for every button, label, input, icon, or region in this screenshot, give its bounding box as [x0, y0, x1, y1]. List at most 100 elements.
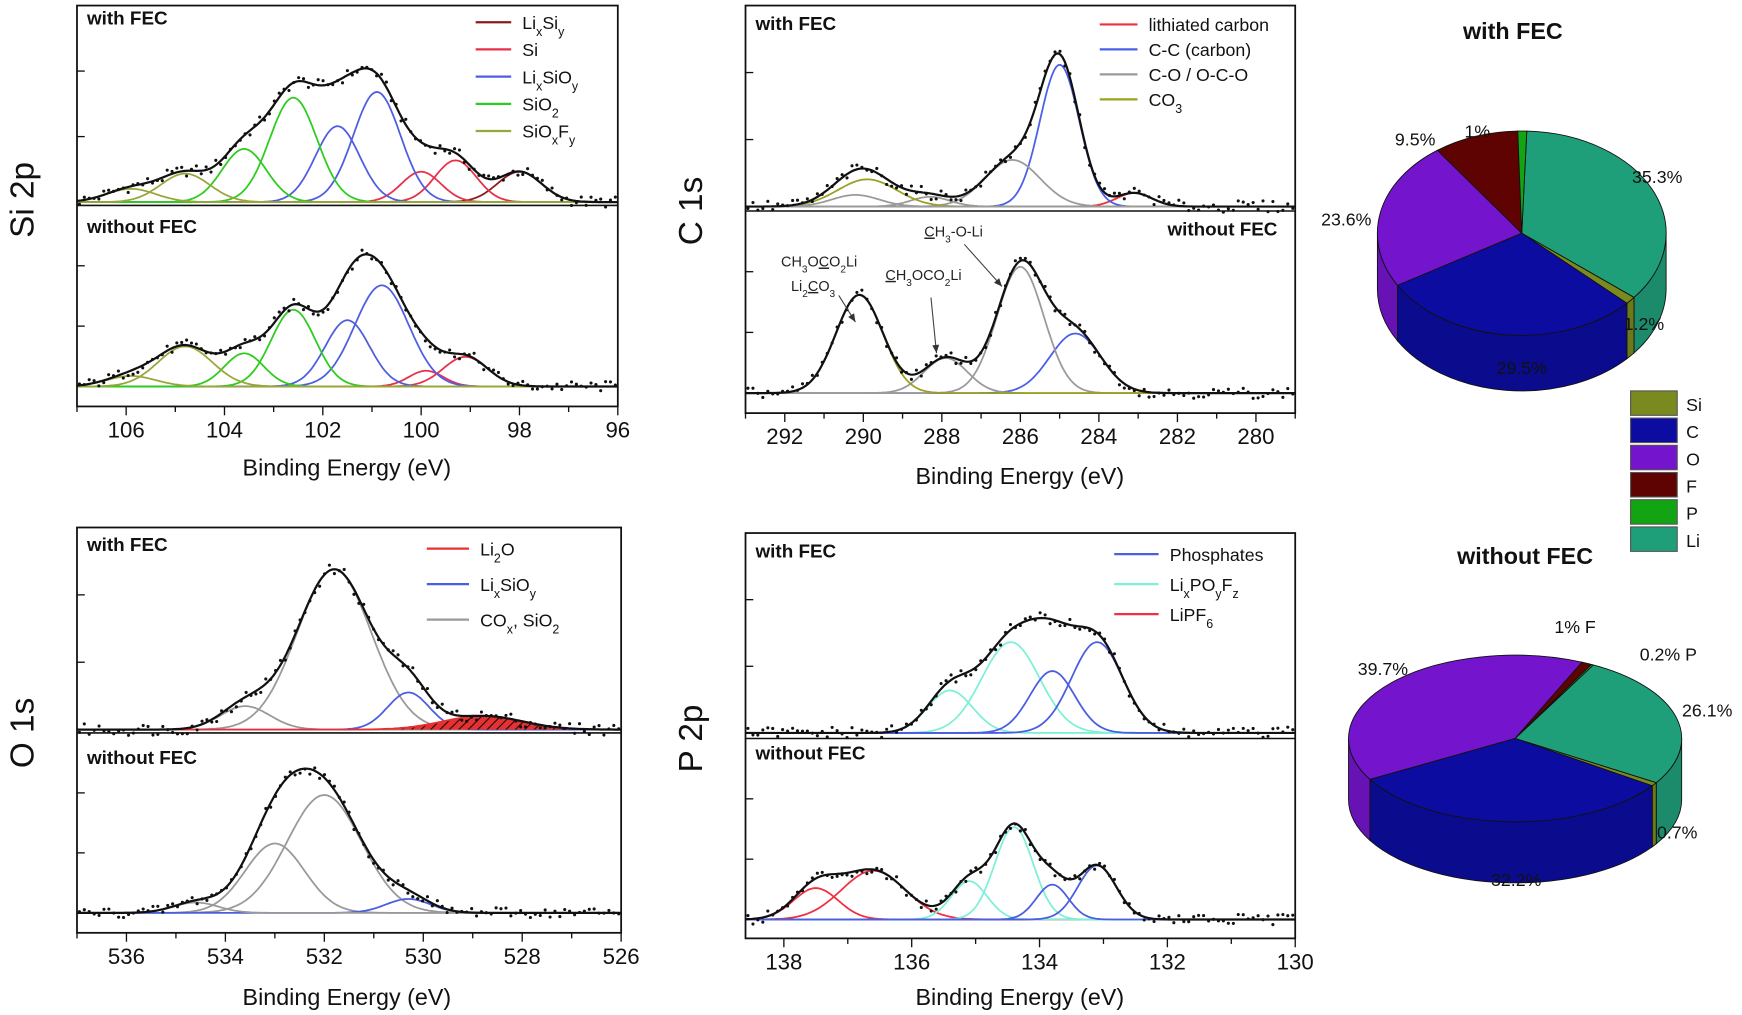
- data-point: [151, 904, 155, 908]
- data-point: [1122, 386, 1126, 390]
- data-point: [428, 345, 432, 349]
- data-point: [126, 374, 130, 378]
- data-point: [92, 196, 96, 200]
- data-point: [791, 198, 795, 203]
- data-point: [1182, 394, 1186, 398]
- spectrum-panel-c1s: with FEC without FEC 292 290 288 286 284 282 280…: [673, 4, 1297, 489]
- data-point: [1167, 730, 1171, 734]
- data-point: [949, 673, 953, 677]
- data-point: [355, 70, 359, 74]
- data-point: [1187, 391, 1191, 395]
- data-point: [259, 823, 263, 827]
- data-point: [504, 713, 508, 717]
- data-point: [929, 361, 933, 365]
- component-peak-curve: [745, 159, 1296, 208]
- subplot-label: without FEC: [86, 216, 197, 237]
- data-point: [455, 709, 459, 713]
- data-point: [885, 182, 889, 187]
- data-point: [1172, 203, 1176, 207]
- data-point: [1236, 390, 1240, 394]
- data-point: [825, 735, 829, 739]
- data-point: [894, 356, 899, 360]
- x-tick-label: 530: [405, 944, 442, 969]
- data-point: [1142, 193, 1146, 197]
- data-point: [984, 170, 988, 174]
- data-point: [107, 373, 111, 377]
- data-point: [521, 379, 525, 384]
- data-point: [959, 361, 963, 365]
- data-point: [1226, 207, 1230, 211]
- data-point: [416, 679, 420, 683]
- legend-entry: COx, SiO2: [480, 610, 559, 636]
- data-point: [435, 899, 439, 903]
- data-point: [253, 123, 257, 127]
- data-point: [360, 248, 364, 252]
- data-point: [1147, 395, 1151, 399]
- legend: Li2O LixSiOy COx, SiO2: [426, 539, 559, 636]
- data-point: [1177, 914, 1181, 918]
- data-point: [934, 694, 938, 698]
- data-point: [894, 875, 899, 879]
- data-point: [548, 725, 552, 729]
- legend-swatch-f: [1630, 471, 1678, 498]
- data-point: [273, 794, 278, 798]
- data-point: [1083, 146, 1087, 150]
- data-point: [914, 191, 918, 195]
- data-point: [899, 370, 904, 374]
- component-peak-curve: [76, 284, 618, 388]
- legend-entry: SiOxFy: [522, 122, 576, 148]
- data-point: [311, 83, 315, 87]
- data-point: [97, 913, 101, 917]
- data-point: [855, 290, 859, 294]
- data-point: [1192, 915, 1196, 919]
- data-point: [342, 567, 346, 572]
- data-point: [1137, 189, 1141, 193]
- data-point: [800, 729, 805, 733]
- data-point: [214, 158, 218, 162]
- data-point: [430, 701, 434, 705]
- data-point: [1003, 630, 1008, 634]
- data-point: [553, 909, 557, 913]
- data-point: [394, 284, 398, 289]
- data-point: [1018, 256, 1022, 260]
- data-point: [1197, 732, 1201, 737]
- legend-entry: LiPF6: [1170, 605, 1214, 631]
- data-point: [523, 725, 528, 729]
- data-point: [82, 722, 86, 726]
- data-point: [535, 387, 539, 391]
- component-peak-curve: [745, 332, 1296, 395]
- data-point: [954, 361, 958, 366]
- data-point: [530, 173, 535, 177]
- data-point: [756, 733, 760, 737]
- data-point: [528, 915, 532, 920]
- legend: Phosphates LixPOyFz LiPF6: [1114, 545, 1264, 631]
- data-point: [934, 354, 938, 358]
- data-point: [376, 866, 381, 870]
- data-point: [440, 702, 444, 706]
- arrow-head: [848, 313, 856, 323]
- legend-entry: C-C (carbon): [1149, 40, 1252, 60]
- data-point: [820, 360, 824, 364]
- data-point: [326, 83, 330, 87]
- data-point: [180, 165, 184, 169]
- data-point: [357, 831, 361, 835]
- data-point: [1038, 611, 1042, 615]
- data-point: [337, 795, 341, 799]
- data-point: [175, 905, 180, 909]
- pie-title: without FEC: [1456, 543, 1593, 569]
- envelope-fit-curve: [745, 822, 1296, 921]
- data-point: [563, 726, 567, 731]
- data-point: [594, 198, 598, 202]
- data-point: [890, 877, 894, 881]
- data-point: [1231, 392, 1235, 396]
- pie-slice-label: 1% F: [1554, 617, 1596, 637]
- data-point: [375, 258, 379, 262]
- data-point: [1142, 387, 1146, 392]
- data-point: [423, 143, 427, 147]
- data-point: [944, 679, 948, 683]
- data-point: [1172, 393, 1176, 397]
- data-point: [545, 188, 549, 192]
- data-point: [375, 74, 379, 78]
- data-point: [399, 295, 403, 299]
